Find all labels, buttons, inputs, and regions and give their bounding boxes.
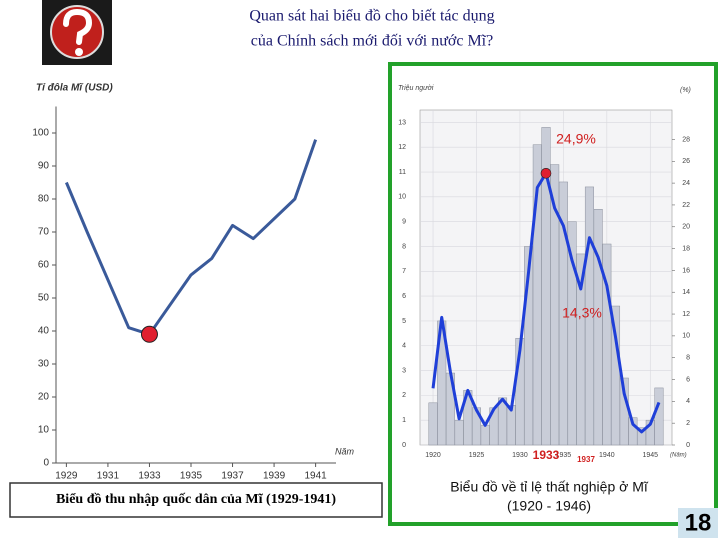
y-tick-label: 10 [38,425,50,436]
y-axis-label: Triệu người [398,85,434,92]
y2-tick-label: 12 [682,311,690,318]
highlight-point [140,325,158,343]
y-tick-label: 60 [38,260,50,271]
y-tick-label: 70 [38,227,50,238]
y-tick-label: 40 [38,326,50,337]
bar [611,305,621,446]
bar [454,419,464,446]
question-icon [42,0,112,65]
y2-tick-label: 14 [682,289,690,296]
x-tick-label: 1939 [263,471,286,482]
x-tick-label: 1929 [55,471,78,482]
y-tick-label: 80 [38,194,50,205]
chart-frame [388,62,718,526]
y-tick-label: 6 [402,293,406,300]
y-tick-label: 13 [398,119,406,126]
y-tick-label: 9 [402,219,406,226]
bar [480,424,490,446]
y2-tick-label: 22 [682,202,690,209]
chart-caption: Biểu đồ về tỉ lệ thất nghiệp ở Mĩ [450,479,649,495]
x-tick-label: 1925 [469,452,485,459]
x-tick-label: 1935 [180,471,203,482]
x-axis-label: (Năm) [670,453,687,459]
x-tick-label: 1940 [599,452,615,459]
y-tick-label: 0 [43,458,49,469]
chart-caption: Biểu đồ thu nhập quốc dân của Mĩ (1929-1… [56,492,336,507]
y-tick-label: 5 [402,318,406,325]
annotation: 1937 [577,455,595,464]
x-tick-label: 1931 [97,471,120,482]
chart-caption: (1920 - 1946) [507,498,591,514]
x-tick-label: 1937 [221,471,244,482]
bar [593,209,603,446]
y-tick-label: 2 [402,392,406,399]
x-axis-label: Năm [335,446,355,456]
y-tick-label: 3 [402,367,406,374]
x-tick-label: 1935 [556,452,572,459]
x-tick-label: 1930 [512,452,528,459]
y2-tick-label: 20 [682,224,690,231]
annotation: 14,3% [562,305,602,321]
x-tick-label: 1941 [304,471,327,482]
annotation: 1933 [533,448,560,462]
annotation: 24,9% [556,131,596,147]
y2-tick-label: 16 [682,267,690,274]
y2-tick-label: 28 [682,136,690,143]
bar [428,402,438,446]
y-tick-label: 50 [38,293,50,304]
y-tick-label: 4 [402,343,406,350]
y-tick-label: 20 [38,392,50,403]
slide-title: Quan sát hai biểu đồ cho biết tác dụng [249,8,494,25]
bar [654,387,664,446]
y2-tick-label: 18 [682,245,690,252]
slide-title: của Chính sách mới đối với nước Mĩ? [251,33,493,50]
y-tick-label: 0 [402,442,406,449]
y2-axis-label: (%) [680,87,691,94]
y2-tick-label: 8 [686,355,690,362]
y2-tick-label: 2 [686,420,690,427]
x-tick-label: 1920 [425,452,441,459]
y2-tick-label: 26 [682,158,690,165]
caption-box [9,482,383,518]
y-tick-label: 90 [38,161,50,172]
y-tick-label: 8 [402,243,406,250]
slide-number-box [678,508,718,538]
y2-tick-label: 24 [682,180,690,187]
y-tick-label: 100 [32,128,49,139]
y-tick-label: 1 [402,417,406,424]
y-tick-label: 7 [402,268,406,275]
data-line [65,139,318,336]
y-tick-label: 10 [398,194,406,201]
y-tick-label: 12 [398,144,406,151]
y2-tick-label: 0 [686,442,690,449]
y2-tick-label: 10 [682,333,690,340]
slide-number: 18 [685,509,712,536]
x-tick-label: 1945 [642,452,658,459]
y-axis-label: Tỉ đôla Mĩ (USD) [36,83,113,94]
y-tick-label: 30 [38,359,50,370]
highlight-point [540,167,552,179]
y-tick-label: 11 [399,169,406,176]
y2-tick-label: 6 [686,376,690,383]
x-tick-label: 1933 [138,471,161,482]
y2-tick-label: 4 [686,398,690,405]
